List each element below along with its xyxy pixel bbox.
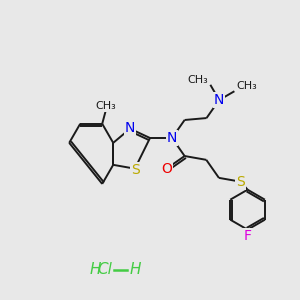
Text: S: S [131, 163, 140, 177]
Text: N: N [167, 131, 177, 145]
Text: N: N [214, 93, 224, 107]
Text: H: H [129, 262, 141, 278]
Text: CH₃: CH₃ [188, 75, 208, 85]
Text: Cl: Cl [98, 262, 112, 278]
Text: CH₃: CH₃ [236, 81, 257, 91]
Text: H: H [89, 262, 101, 278]
Text: F: F [244, 229, 252, 243]
Text: N: N [125, 121, 135, 135]
Text: O: O [161, 162, 172, 176]
Text: S: S [236, 175, 245, 189]
Text: CH₃: CH₃ [95, 101, 116, 111]
